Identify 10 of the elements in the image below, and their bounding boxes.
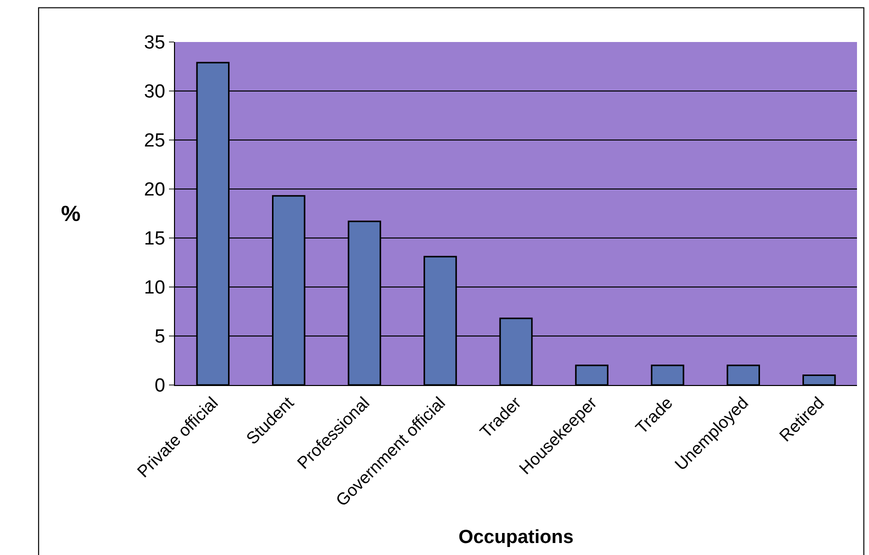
y-tick-label: 30 — [144, 82, 166, 103]
y-tick-label: 5 — [154, 326, 166, 348]
y-tick-label: 25 — [144, 130, 166, 152]
y-axis-title: % — [61, 201, 81, 226]
y-tick-label: 10 — [144, 278, 166, 299]
x-axis-title: Occupations — [458, 526, 574, 548]
y-tick-label: 35 — [144, 32, 166, 54]
y-tick-label: 20 — [144, 180, 166, 201]
y-tick-label: 0 — [154, 376, 166, 397]
y-tick-label: 15 — [144, 228, 166, 250]
